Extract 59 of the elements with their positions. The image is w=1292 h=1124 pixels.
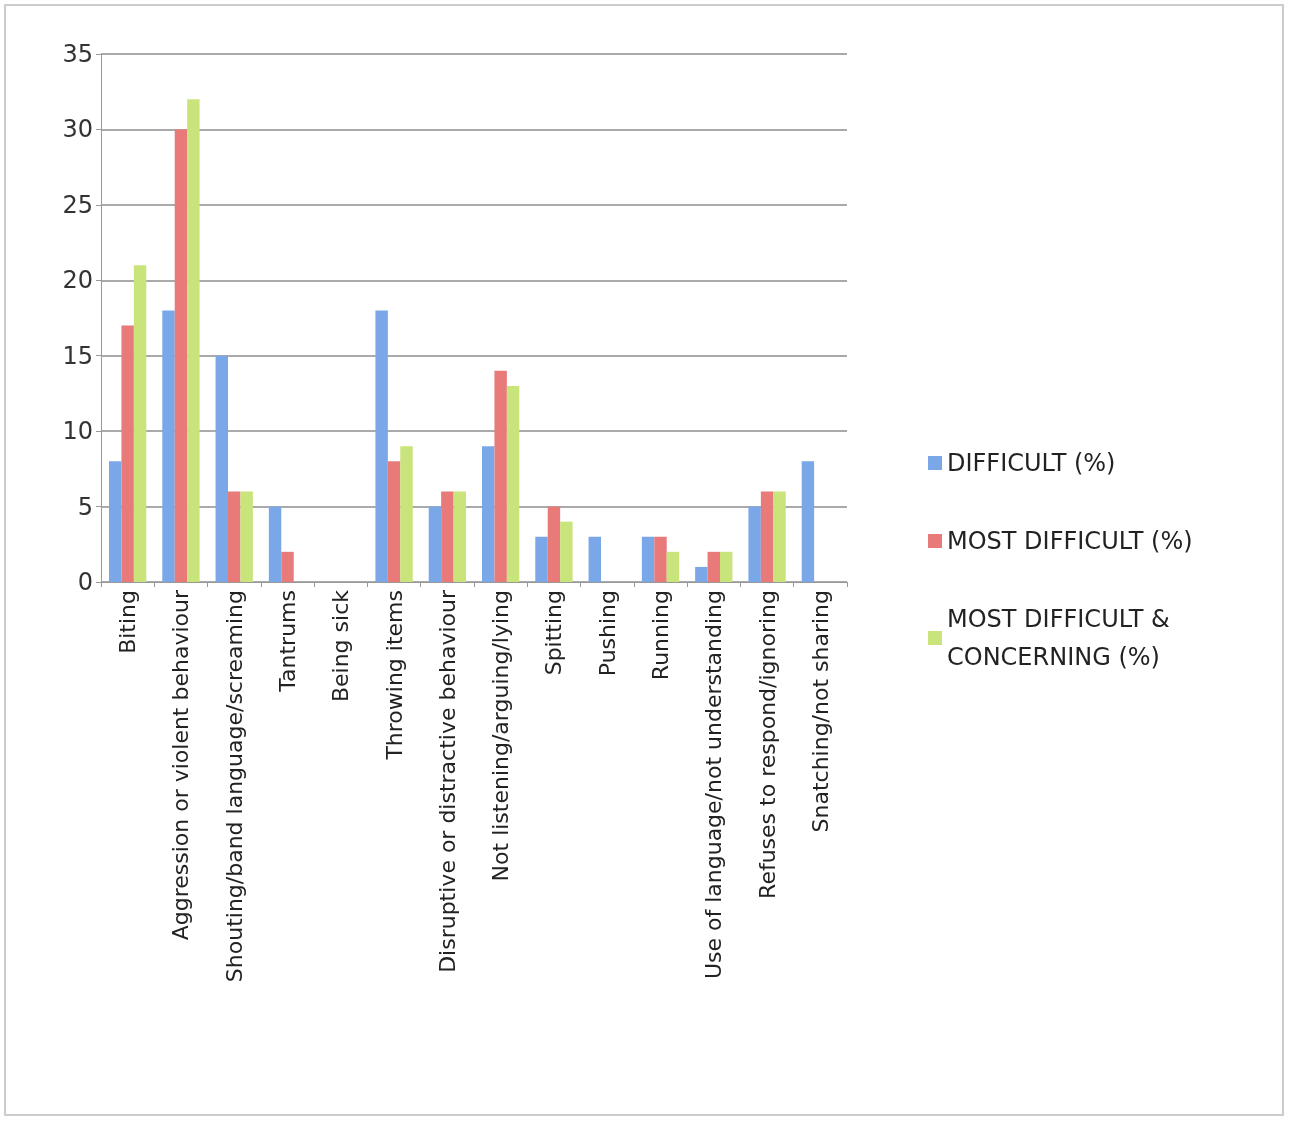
x-tick-label: Spitting: [541, 590, 567, 676]
bar: [560, 521, 573, 582]
bar: [453, 491, 467, 582]
bar: [400, 446, 413, 582]
bar: [187, 99, 200, 582]
y-tick-label: 30: [62, 115, 93, 144]
x-tick-label: Snatching/not sharing: [807, 590, 833, 833]
bar: [506, 385, 520, 582]
bar: [108, 461, 122, 582]
bar: [760, 491, 774, 582]
bar: [773, 491, 786, 582]
bar: [428, 506, 442, 582]
x-tick-label: Aggression or violent behaviour: [168, 589, 194, 941]
y-tick-label: 0: [77, 568, 93, 596]
bar: [588, 536, 601, 582]
bar: [654, 536, 667, 582]
bar: [121, 325, 134, 582]
bar: [133, 265, 147, 582]
y-tick-label: 10: [62, 417, 93, 446]
bar: [162, 310, 175, 582]
y-tick-label: 15: [62, 341, 93, 370]
legend-label: MOST DIFFICULT & CONCERNING (%): [947, 605, 1178, 671]
y-tick-label: 20: [62, 266, 93, 295]
bar: [695, 566, 708, 582]
x-tick-label: Tantrums: [275, 590, 300, 693]
y-tick-label: 35: [62, 40, 93, 68]
bar: [481, 446, 495, 582]
bar: [535, 536, 548, 582]
bar: [174, 129, 188, 582]
y-tick-label: 5: [77, 492, 93, 521]
bar: [387, 461, 401, 582]
bar: [720, 551, 733, 582]
bar: [441, 491, 454, 582]
x-tick-label: Not listening/arguing/lying: [488, 590, 514, 882]
bar: [707, 551, 720, 582]
bar: [547, 506, 561, 582]
bar: [375, 310, 388, 582]
x-tick-label: Biting: [115, 590, 141, 654]
bar: [801, 461, 815, 582]
bar: [240, 491, 253, 582]
bar: [666, 551, 680, 582]
y-tick-label: 25: [62, 190, 93, 219]
x-tick-label: Running: [648, 590, 673, 681]
bar: [641, 536, 655, 582]
bar: [215, 355, 228, 582]
legend-label: DIFFICULT (%): [947, 449, 1116, 477]
bar: [494, 370, 507, 582]
x-tick-label: Shouting/band language/screaming: [221, 590, 247, 983]
legend-label: MOST DIFFICULT (%): [947, 527, 1193, 555]
x-tick-label: Pushing: [594, 590, 620, 677]
x-tick-label: Refuses to respond/ignoring: [754, 590, 780, 899]
bar: [281, 551, 294, 582]
x-tick-label: Use of language/not understanding: [701, 590, 727, 980]
bar: [268, 506, 282, 582]
x-tick-label: Throwing items: [381, 590, 407, 761]
x-tick-label: Being sick: [328, 589, 354, 703]
x-tick-label: Disruptive or distractive behaviour: [434, 589, 460, 973]
bar: [228, 491, 241, 582]
bar: [748, 506, 761, 582]
